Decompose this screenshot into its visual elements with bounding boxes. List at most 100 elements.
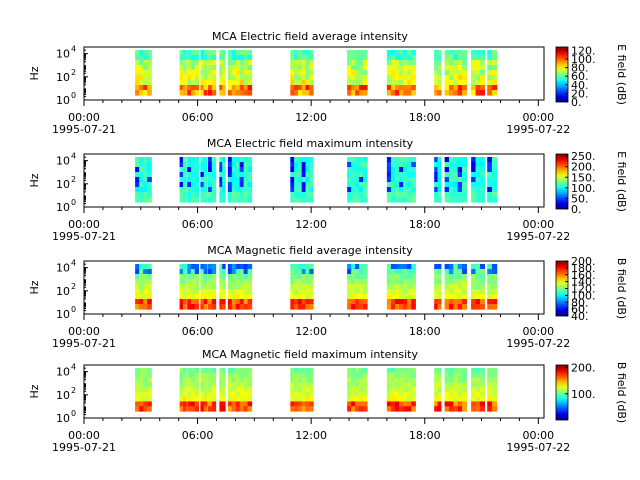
heatmap-cell [239,162,245,168]
heatmap-cell [194,75,200,81]
heatmap-cell [471,182,477,188]
heatmap-cell [394,85,400,91]
heatmap-cell [462,80,467,86]
heatmap-cell [222,177,226,183]
heatmap-cell [411,279,416,285]
heatmap-cell [211,284,217,290]
heatmap-cell [203,396,208,403]
heatmap-cell [390,391,396,398]
heatmap-cell [200,264,205,270]
heatmap-cell [247,90,253,96]
heatmap-cell [453,65,459,71]
heatmap-cell [135,279,140,285]
colorbar-tick-label: 60. [571,303,589,316]
heatmap-cell [444,304,450,310]
heatmap-cell [363,406,368,412]
heatmap-cell [239,289,245,295]
heatmap-cell [182,177,187,183]
heatmap-cell [444,299,450,305]
heatmap-cell [411,192,416,198]
heatmap-cell [239,387,245,393]
heatmap-cell [448,382,454,388]
heatmap-cell [403,377,408,383]
heatmap-cell [407,368,412,374]
heatmap-cell [479,187,485,193]
heatmap-cell [211,177,217,183]
heatmap-cell [355,304,360,310]
heatmap-cell [235,192,241,198]
heatmap-cell [457,396,463,403]
heatmap-cell [487,182,493,188]
heatmap-cell [359,279,364,285]
heatmap-cell [139,264,144,270]
y-tick-exponent: 4 [71,152,76,161]
heatmap-cell [359,197,364,203]
heatmap-cell [457,60,463,66]
heatmap-cell [294,401,299,407]
heatmap-cell [190,294,196,300]
heatmap-cell [491,391,498,398]
heatmap-cell [290,90,295,96]
heatmap-cell [290,299,295,305]
heatmap-cell [301,172,307,178]
heatmap-cell [147,406,152,412]
heatmap-cell [147,274,152,280]
heatmap-cell [227,401,233,407]
heatmap-cell [437,299,442,305]
heatmap-cell [390,406,396,412]
heatmap-cell [187,157,192,163]
heatmap-cell [411,182,416,188]
heatmap-cell [399,80,404,86]
heatmap-cell [211,187,217,193]
y-tick-label: 10 [56,262,70,275]
colorbar-tick-label: 0. [571,203,582,216]
chart-title: MCA Electric field average intensity [212,30,408,43]
x-date-label: 1995-07-22 [506,441,570,454]
heatmap-cell [143,197,148,203]
heatmap-cell [355,80,360,86]
heatmap-cell [399,85,404,91]
heatmap-cell [227,264,233,270]
heatmap-cell [194,294,200,300]
heatmap-cell [351,60,356,66]
heatmap-cell [135,85,140,91]
heatmap-cell [347,304,352,310]
heatmap-cell [211,85,217,91]
heatmap-cell [309,284,314,290]
heatmap-cell [448,406,454,412]
heatmap-cell [437,177,442,183]
heatmap-cell [190,192,196,198]
heatmap-cell [301,182,307,188]
heatmap-cell [235,65,241,71]
heatmap-cell [243,264,249,270]
heatmap-cell [211,299,217,305]
colorbar-tick-label: 80. [571,296,589,309]
heatmap-cell [403,182,408,188]
heatmap-cell [182,162,187,168]
heatmap-cell [407,274,412,280]
heatmap-cell [139,387,144,393]
heatmap-cell [437,60,442,66]
heatmap-cell [200,172,205,178]
heatmap-cell [453,284,459,290]
heatmap-cell [207,60,213,66]
heatmap-cell [407,406,412,412]
heatmap-cell [247,85,253,91]
heatmap-cell [457,294,463,300]
heatmap-cell [135,80,140,86]
heatmap-cell [207,264,213,270]
heatmap-cell [179,406,184,412]
heatmap-cell [479,284,485,290]
heatmap-cell [247,401,253,407]
heatmap-cell [403,391,408,398]
heatmap-cell [363,304,368,310]
heatmap-cell [347,197,352,203]
colorbar-label: E field (dB) [615,151,628,212]
heatmap-cell [194,157,200,163]
y-tick-label: 10 [56,48,70,61]
heatmap-cell [309,387,314,393]
heatmap-cell [448,264,454,270]
heatmap-cell [448,279,454,285]
heatmap-cell [203,157,208,163]
heatmap-cell [190,182,196,188]
